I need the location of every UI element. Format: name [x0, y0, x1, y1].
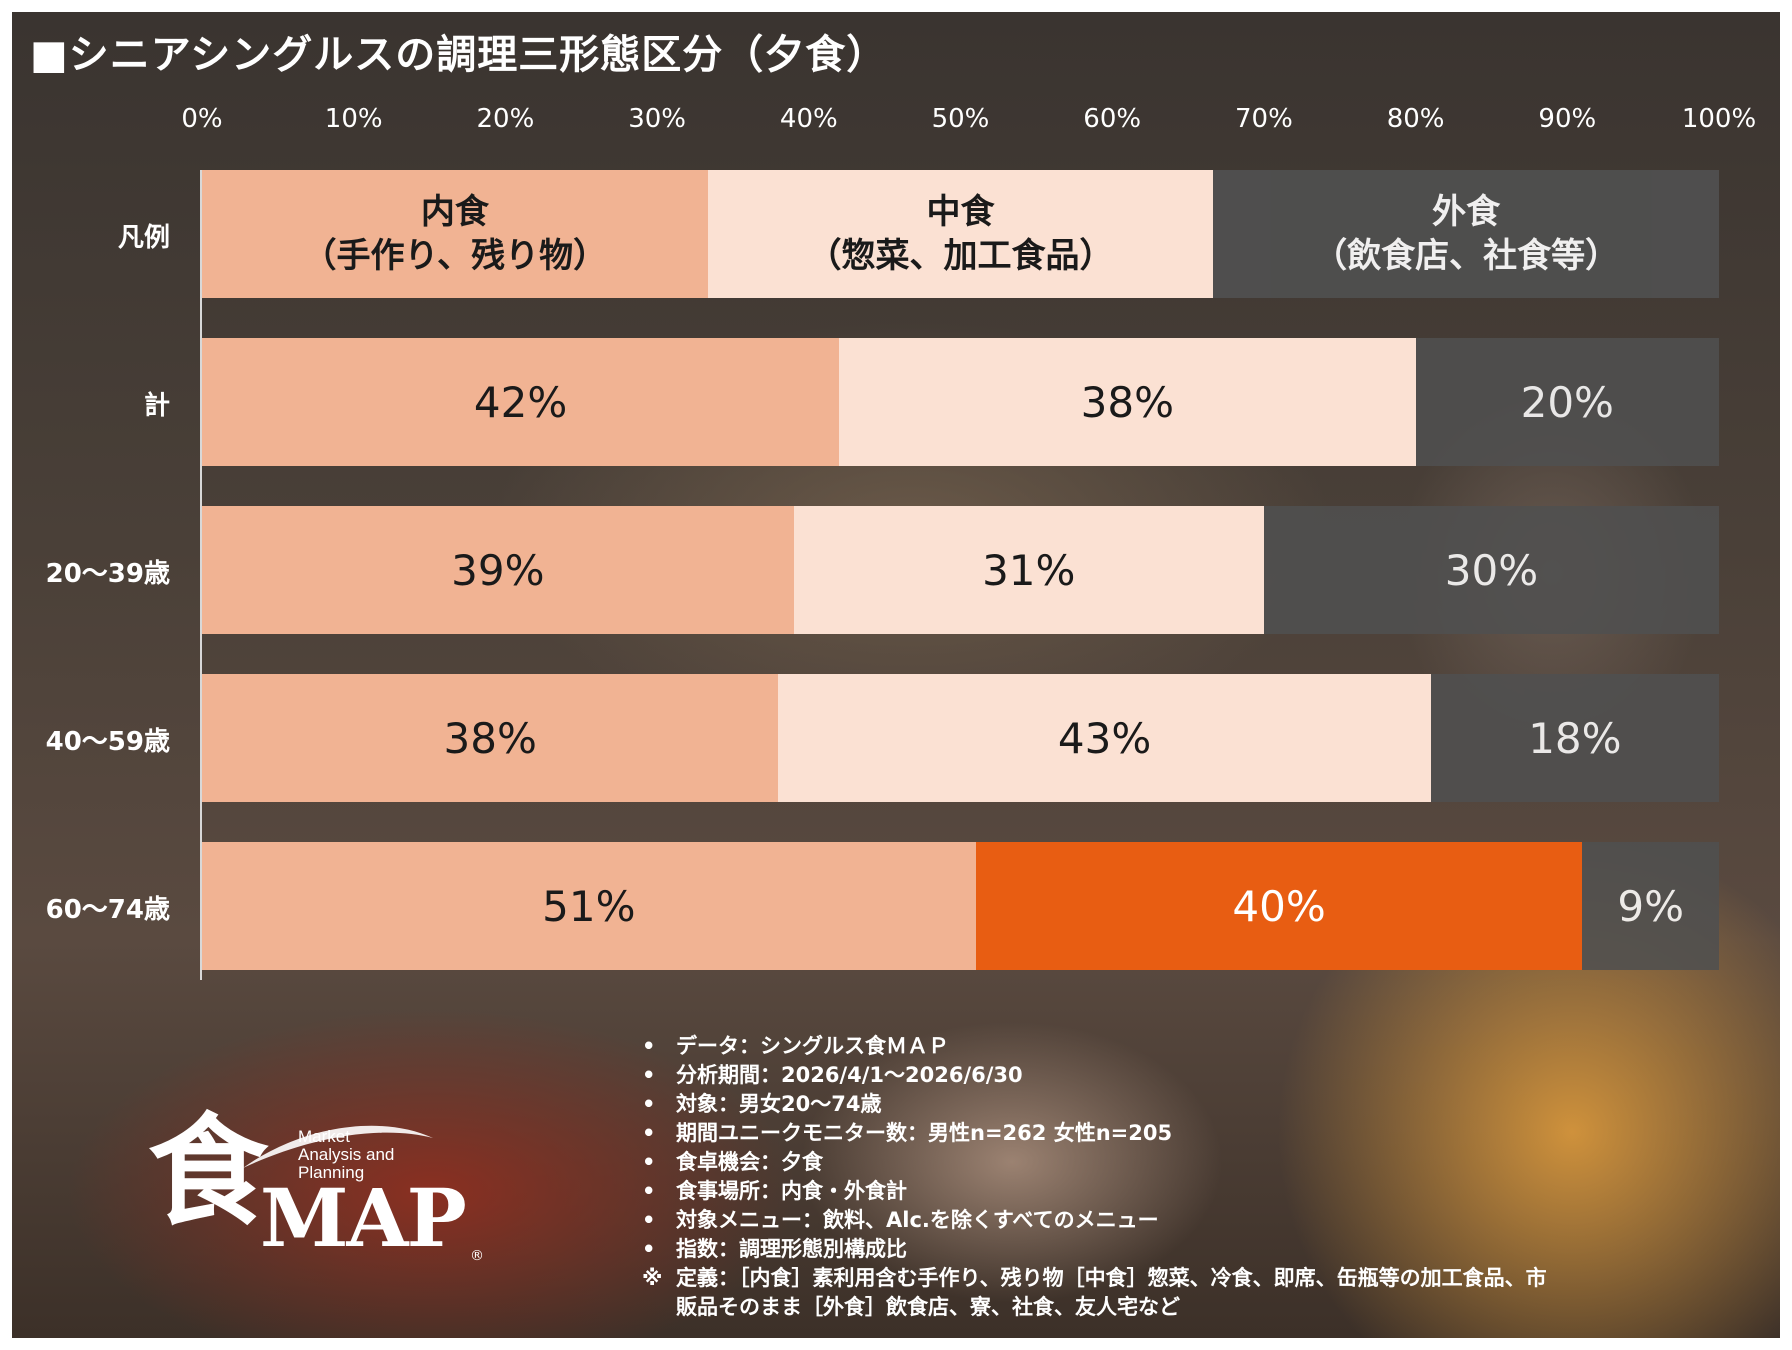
- x-tick-label: 10%: [324, 104, 383, 134]
- bar-segment: 30%: [1263, 506, 1719, 634]
- bar-value-label: 18%: [1528, 713, 1622, 763]
- footnote-bullet: •: [642, 1208, 656, 1232]
- page-title: ■シニアシングルスの調理三形態区分（夕食）: [30, 32, 888, 78]
- bar-value-label: 38%: [443, 713, 537, 763]
- footnote-item: • 食事場所：内食・外食計: [638, 1177, 1547, 1206]
- bar-segment: 43%: [778, 674, 1431, 802]
- bar-value-label: 51%: [542, 881, 636, 931]
- x-tick-label: 80%: [1386, 104, 1445, 134]
- bar-value-label: 30%: [1444, 545, 1539, 595]
- x-tick-label: 90%: [1538, 104, 1597, 134]
- footnote-bullet: •: [642, 1034, 656, 1058]
- footnote-text: 期間ユニークモニター数：男性n=262 女性n=205: [676, 1121, 1173, 1145]
- category-label: 40～59歳: [45, 727, 170, 757]
- bar-segment: 40%: [975, 842, 1583, 970]
- bar-segment: 39%: [202, 506, 794, 634]
- legend-entry-detail: （手作り、残り物）: [302, 236, 608, 276]
- x-tick-label: 50%: [931, 104, 990, 134]
- footnote-item: ※ 定義：［内食］素利用含む手作り、残り物［中食］惣菜、冷食、即席、缶瓶等の加工食…: [638, 1264, 1547, 1293]
- bar-value-label: 9%: [1617, 881, 1685, 931]
- legend-label: 凡例: [117, 223, 170, 253]
- logo-kanji: 食: [148, 1101, 268, 1242]
- x-tick-label: 70%: [1234, 104, 1293, 134]
- footnote-text: 販品そのまま［外食］飲食店、寮、社食、友人宅など: [676, 1295, 1180, 1319]
- slide: ■シニアシングルスの調理三形態区分（夕食） 0% 10% 20% 30% 40% 50% 6…: [12, 12, 1780, 1338]
- bar-value-label: 43%: [1057, 713, 1152, 763]
- bar-segment: 20%: [1415, 338, 1719, 466]
- legend-entry: 内食 （手作り、残り物）: [202, 170, 708, 298]
- x-tick-label: 20%: [476, 104, 535, 134]
- legend-entry-detail: （惣菜、加工食品）: [807, 236, 1114, 276]
- bar-segment: 38%: [202, 674, 779, 802]
- legend-entry-name: 中食: [926, 191, 995, 232]
- x-tick-label: 0%: [181, 104, 223, 134]
- footnote-bullet: •: [642, 1179, 656, 1203]
- footnote-bullet: [638, 1293, 676, 1322]
- footnote-text: 対象：男女20～74歳: [676, 1092, 882, 1116]
- footnote-text: 食卓機会：夕食: [676, 1150, 823, 1174]
- logo-swoosh-icon: [243, 1125, 433, 1168]
- footnote-item: • 対象：男女20～74歳: [638, 1090, 1547, 1119]
- bar-segment: 9%: [1582, 842, 1719, 970]
- bar-segment: 38%: [839, 338, 1416, 466]
- category-label: 60～74歳: [45, 895, 170, 925]
- bar-value-label: 31%: [982, 545, 1076, 595]
- legend-entry-detail: （飲食店、社食等）: [1313, 236, 1620, 276]
- footnote-bullet: •: [642, 1121, 656, 1145]
- bar-value-label: 40%: [1232, 881, 1326, 931]
- footnote-text: 定義：［内食］素利用含む手作り、残り物［中食］惣菜、冷食、即席、缶瓶等の加工食品…: [676, 1266, 1547, 1290]
- footnote-item: 販品そのまま［外食］飲食店、寮、社食、友人宅など: [638, 1293, 1547, 1322]
- x-tick-label: 40%: [779, 104, 838, 134]
- logo-map: MAP: [260, 1171, 467, 1265]
- footnote-item: • 対象メニュー：飲料、Alc.を除くすべてのメニュー: [638, 1206, 1547, 1235]
- bar-segment: 31%: [793, 506, 1264, 634]
- logo-subtitle-line: Analysis and: [298, 1145, 395, 1164]
- bar-segment: 42%: [202, 338, 840, 466]
- footnote-text: データ：シングルス食ＭＡＰ: [676, 1034, 949, 1058]
- footnotes: • データ：シングルス食ＭＡＰ • 分析期間：2026/4/1～2026/6/30 • 対…: [638, 1032, 1547, 1322]
- logo-subtitle-line: Market: [298, 1127, 350, 1146]
- footnote-bullet: •: [642, 1237, 656, 1261]
- bar-segment: 51%: [202, 842, 976, 970]
- legend-entry: 外食 （飲食店、社食等）: [1213, 170, 1719, 298]
- footnote-item: • 期間ユニークモニター数：男性n=262 女性n=205: [638, 1119, 1547, 1148]
- footnote-bullet: ※: [642, 1266, 663, 1290]
- footnote-item: • 分析期間：2026/4/1～2026/6/30: [638, 1061, 1547, 1090]
- footnote-item: • データ：シングルス食ＭＡＰ: [638, 1032, 1547, 1061]
- y-axis-line: [200, 170, 202, 980]
- shokumap-logo: 食 MAP ® Market Analysis and Planning: [148, 1112, 508, 1272]
- logo-registered: ®: [470, 1248, 484, 1264]
- footnote-item: • 指数：調理形態別構成比: [638, 1235, 1547, 1264]
- x-tick-label: 30%: [628, 104, 686, 134]
- category-label: 20～39歳: [45, 559, 170, 589]
- bar-segment: 18%: [1430, 674, 1719, 802]
- footnote-text: 食事場所：内食・外食計: [676, 1179, 907, 1203]
- category-label: 計: [143, 391, 170, 421]
- bar-value-label: 20%: [1520, 377, 1614, 427]
- x-tick-label: 100%: [1681, 104, 1757, 134]
- logo-subtitle: Market Analysis and Planning: [298, 1128, 394, 1182]
- logo-subtitle-line: Planning: [298, 1163, 365, 1182]
- x-tick-label: 60%: [1083, 104, 1142, 134]
- bar-value-label: 42%: [473, 377, 568, 427]
- legend-entry-name: 内食: [420, 191, 489, 232]
- bar-value-label: 38%: [1080, 377, 1175, 427]
- footnote-text: 対象メニュー：飲料、Alc.を除くすべてのメニュー: [676, 1208, 1159, 1232]
- bar-value-label: 39%: [451, 545, 545, 595]
- footnote-item: • 食卓機会：夕食: [638, 1148, 1547, 1177]
- footnote-bullet: •: [642, 1092, 656, 1116]
- footnote-text: 指数：調理形態別構成比: [676, 1237, 907, 1261]
- footnote-bullet: •: [642, 1150, 656, 1174]
- legend-entry: 中食 （惣菜、加工食品）: [707, 170, 1214, 298]
- footnote-text: 分析期間：2026/4/1～2026/6/30: [676, 1063, 1023, 1087]
- legend-entry-name: 外食: [1432, 191, 1501, 232]
- footnote-bullet: •: [642, 1063, 656, 1087]
